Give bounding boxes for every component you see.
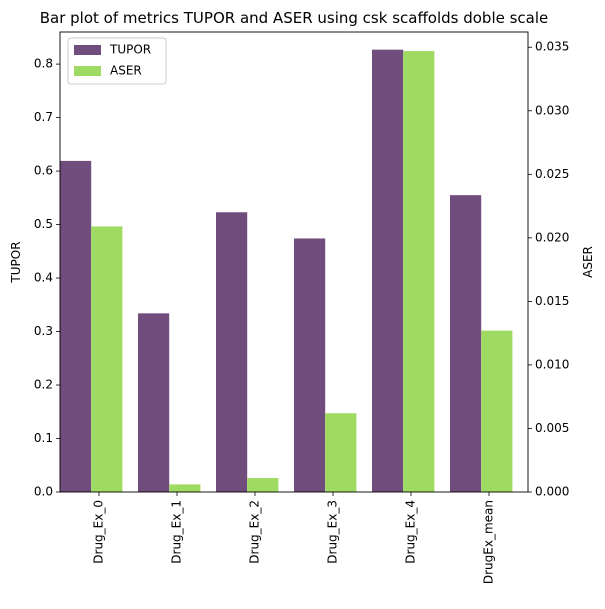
- plot-frame: [59, 31, 529, 493]
- chart-title: Bar plot of metrics TUPOR and ASER using…: [40, 9, 549, 27]
- axes-layer: Drug_Ex_0 Drug_Ex_1 Drug_Ex_2 Drug_Ex_3 Drug…: [34, 31, 569, 584]
- x-tick-label: Drug_Ex_0: [92, 500, 106, 564]
- y-tick-label-left: 0.1: [34, 431, 53, 445]
- y-tick-label-right: 0.025: [535, 167, 569, 181]
- bar-aser-1: [169, 484, 201, 492]
- x-tick-label: Drug_Ex_1: [170, 500, 184, 564]
- bar-tupor-2: [216, 212, 248, 493]
- y-axis-label-right: ASER: [581, 246, 595, 278]
- y-tick-label-left: 0.4: [34, 271, 53, 285]
- legend-label-aser: ASER: [110, 64, 142, 78]
- x-tick-label: DrugEx_mean: [482, 500, 496, 584]
- y-tick-label-left: 0.0: [34, 485, 53, 499]
- bar-tupor-3: [294, 238, 326, 492]
- y-tick-label-left: 0.2: [34, 378, 53, 392]
- bars-layer: [60, 49, 513, 493]
- y-tick-label-right: 0.030: [535, 103, 569, 117]
- y-tick-label-right: 0.010: [535, 357, 569, 371]
- y-tick-label-left: 0.3: [34, 324, 53, 338]
- y-tick-label-right: 0.020: [535, 230, 569, 244]
- y-tick-label-left: 0.5: [34, 217, 53, 231]
- legend-swatch-aser: [74, 66, 101, 76]
- y-tick-label-right: 0.000: [535, 485, 569, 499]
- y-tick-label-right: 0.035: [535, 40, 569, 54]
- y-tick-label-left: 0.8: [34, 57, 53, 71]
- y-tick-label-right: 0.005: [535, 421, 569, 435]
- bar-aser-2: [247, 478, 279, 492]
- y-tick-label-left: 0.7: [34, 110, 53, 124]
- x-tick-label: Drug_Ex_4: [404, 500, 418, 564]
- bar-tupor-5: [450, 195, 482, 493]
- bar-aser-0: [91, 226, 123, 492]
- bar-tupor-4: [372, 49, 404, 493]
- y-tick-label-left: 0.6: [34, 164, 53, 178]
- legend-label-tupor: TUPOR: [109, 43, 151, 57]
- y-axis-label-left: TUPOR: [9, 241, 23, 283]
- bar-aser-3: [325, 413, 357, 492]
- bar-tupor-0: [60, 160, 92, 492]
- x-tick-label: Drug_Ex_3: [326, 500, 340, 564]
- legend: TUPOR ASER: [67, 37, 167, 85]
- y-tick-label-right: 0.015: [535, 294, 569, 308]
- x-tick-label: Drug_Ex_2: [248, 500, 262, 564]
- legend-swatch-tupor: [74, 45, 101, 55]
- bar-aser-5: [481, 330, 513, 492]
- bar-tupor-1: [138, 313, 170, 492]
- bar-aser-4: [403, 51, 435, 493]
